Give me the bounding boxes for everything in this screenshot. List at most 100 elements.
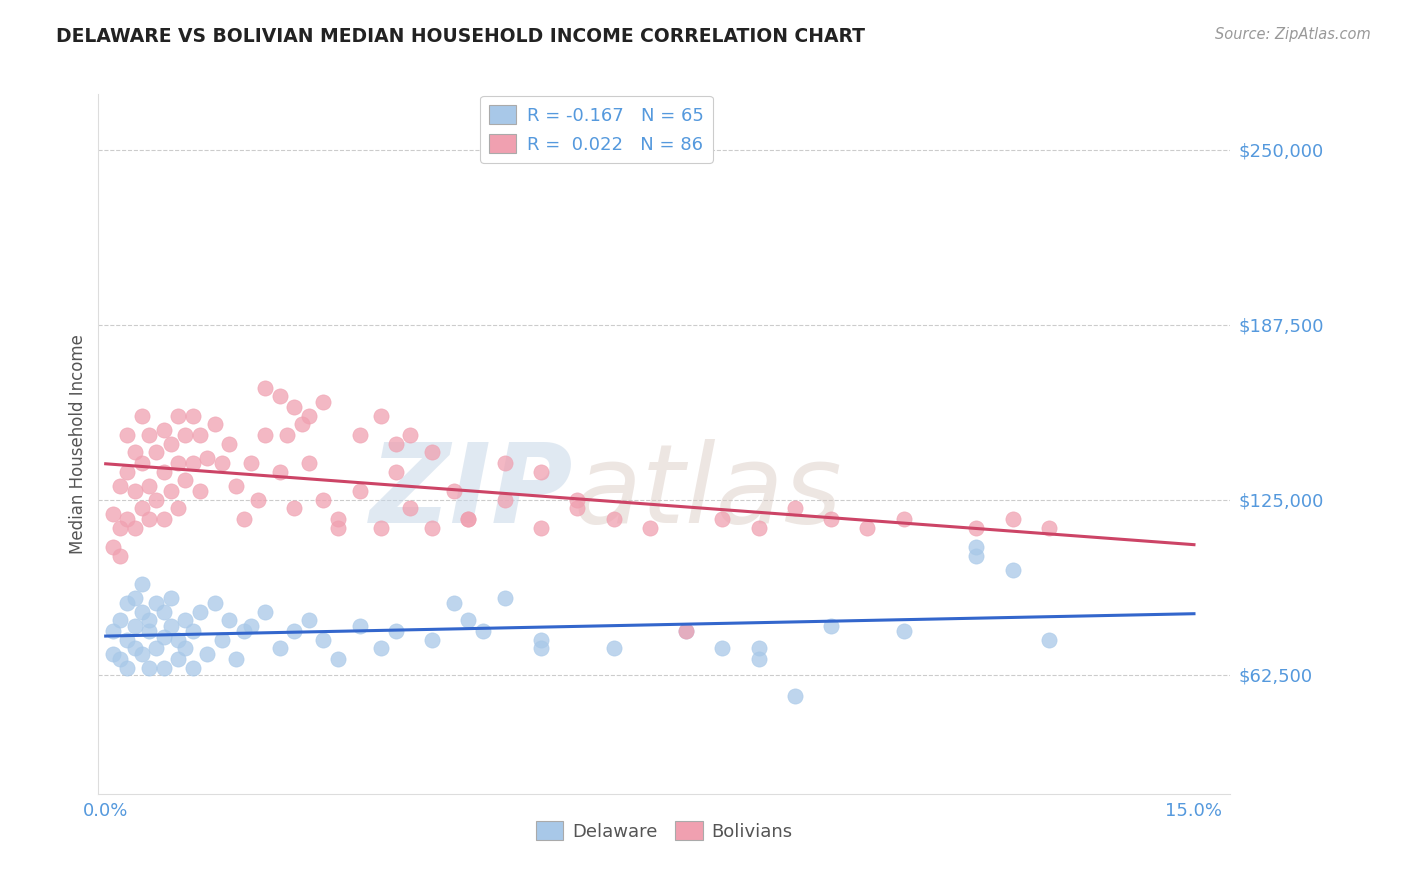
Point [108, 479, 131, 493]
Point [138, 613, 160, 627]
Point [167, 456, 190, 470]
Point [239, 619, 262, 633]
Point [269, 389, 291, 403]
Point [567, 501, 589, 516]
Point [494, 456, 516, 470]
Point [711, 512, 734, 526]
Point [232, 512, 254, 526]
Point [443, 484, 465, 499]
Point [893, 512, 915, 526]
Point [160, 484, 183, 499]
Point [101, 507, 124, 521]
Point [181, 456, 204, 470]
Point [152, 661, 174, 675]
Point [965, 521, 987, 535]
Legend: Delaware, Bolivians: Delaware, Bolivians [529, 814, 800, 848]
Text: DELAWARE VS BOLIVIAN MEDIAN HOUSEHOLD INCOME CORRELATION CHART: DELAWARE VS BOLIVIAN MEDIAN HOUSEHOLD IN… [56, 27, 865, 45]
Point [856, 521, 879, 535]
Point [138, 624, 160, 639]
Point [145, 596, 167, 610]
Point [101, 647, 124, 661]
Point [138, 428, 160, 442]
Point [783, 689, 806, 703]
Point [1038, 521, 1060, 535]
Point [326, 521, 349, 535]
Text: ZIP: ZIP [370, 439, 574, 546]
Point [117, 465, 139, 479]
Point [399, 428, 422, 442]
Point [145, 641, 167, 656]
Point [1001, 512, 1024, 526]
Point [108, 549, 131, 563]
Point [145, 492, 167, 507]
Point [131, 605, 153, 619]
Point [748, 652, 770, 666]
Point [312, 394, 335, 409]
Point [298, 409, 321, 423]
Point [108, 613, 131, 627]
Point [108, 521, 131, 535]
Point [124, 591, 146, 605]
Point [174, 641, 197, 656]
Point [188, 605, 211, 619]
Point [138, 512, 160, 526]
Point [138, 479, 160, 493]
Point [117, 632, 139, 647]
Point [124, 641, 146, 656]
Point [211, 632, 233, 647]
Point [349, 619, 371, 633]
Point [124, 445, 146, 459]
Point [748, 641, 770, 656]
Point [530, 632, 553, 647]
Point [218, 613, 240, 627]
Point [254, 381, 277, 395]
Point [167, 632, 190, 647]
Point [181, 624, 204, 639]
Point [711, 641, 734, 656]
Point [385, 624, 408, 639]
Point [457, 613, 479, 627]
Point [675, 624, 697, 639]
Point [269, 641, 291, 656]
Point [420, 521, 443, 535]
Point [290, 417, 312, 432]
Point [160, 591, 183, 605]
Point [370, 521, 392, 535]
Point [530, 521, 553, 535]
Point [457, 512, 479, 526]
Point [443, 596, 465, 610]
Point [893, 624, 915, 639]
Point [117, 428, 139, 442]
Point [181, 661, 204, 675]
Point [247, 492, 270, 507]
Point [131, 577, 153, 591]
Point [494, 492, 516, 507]
Point [312, 492, 335, 507]
Point [195, 450, 218, 465]
Point [108, 652, 131, 666]
Point [602, 641, 624, 656]
Point [385, 437, 408, 451]
Point [101, 541, 124, 555]
Point [349, 428, 371, 442]
Point [131, 501, 153, 516]
Point [204, 417, 226, 432]
Point [820, 619, 842, 633]
Point [283, 624, 305, 639]
Point [195, 647, 218, 661]
Point [783, 501, 806, 516]
Point [117, 596, 139, 610]
Point [124, 484, 146, 499]
Point [167, 409, 190, 423]
Point [101, 624, 124, 639]
Point [748, 521, 770, 535]
Y-axis label: Median Household Income: Median Household Income [69, 334, 87, 554]
Point [131, 647, 153, 661]
Point [530, 465, 553, 479]
Point [204, 596, 226, 610]
Point [254, 428, 277, 442]
Point [239, 456, 262, 470]
Point [160, 437, 183, 451]
Point [326, 512, 349, 526]
Point [399, 501, 422, 516]
